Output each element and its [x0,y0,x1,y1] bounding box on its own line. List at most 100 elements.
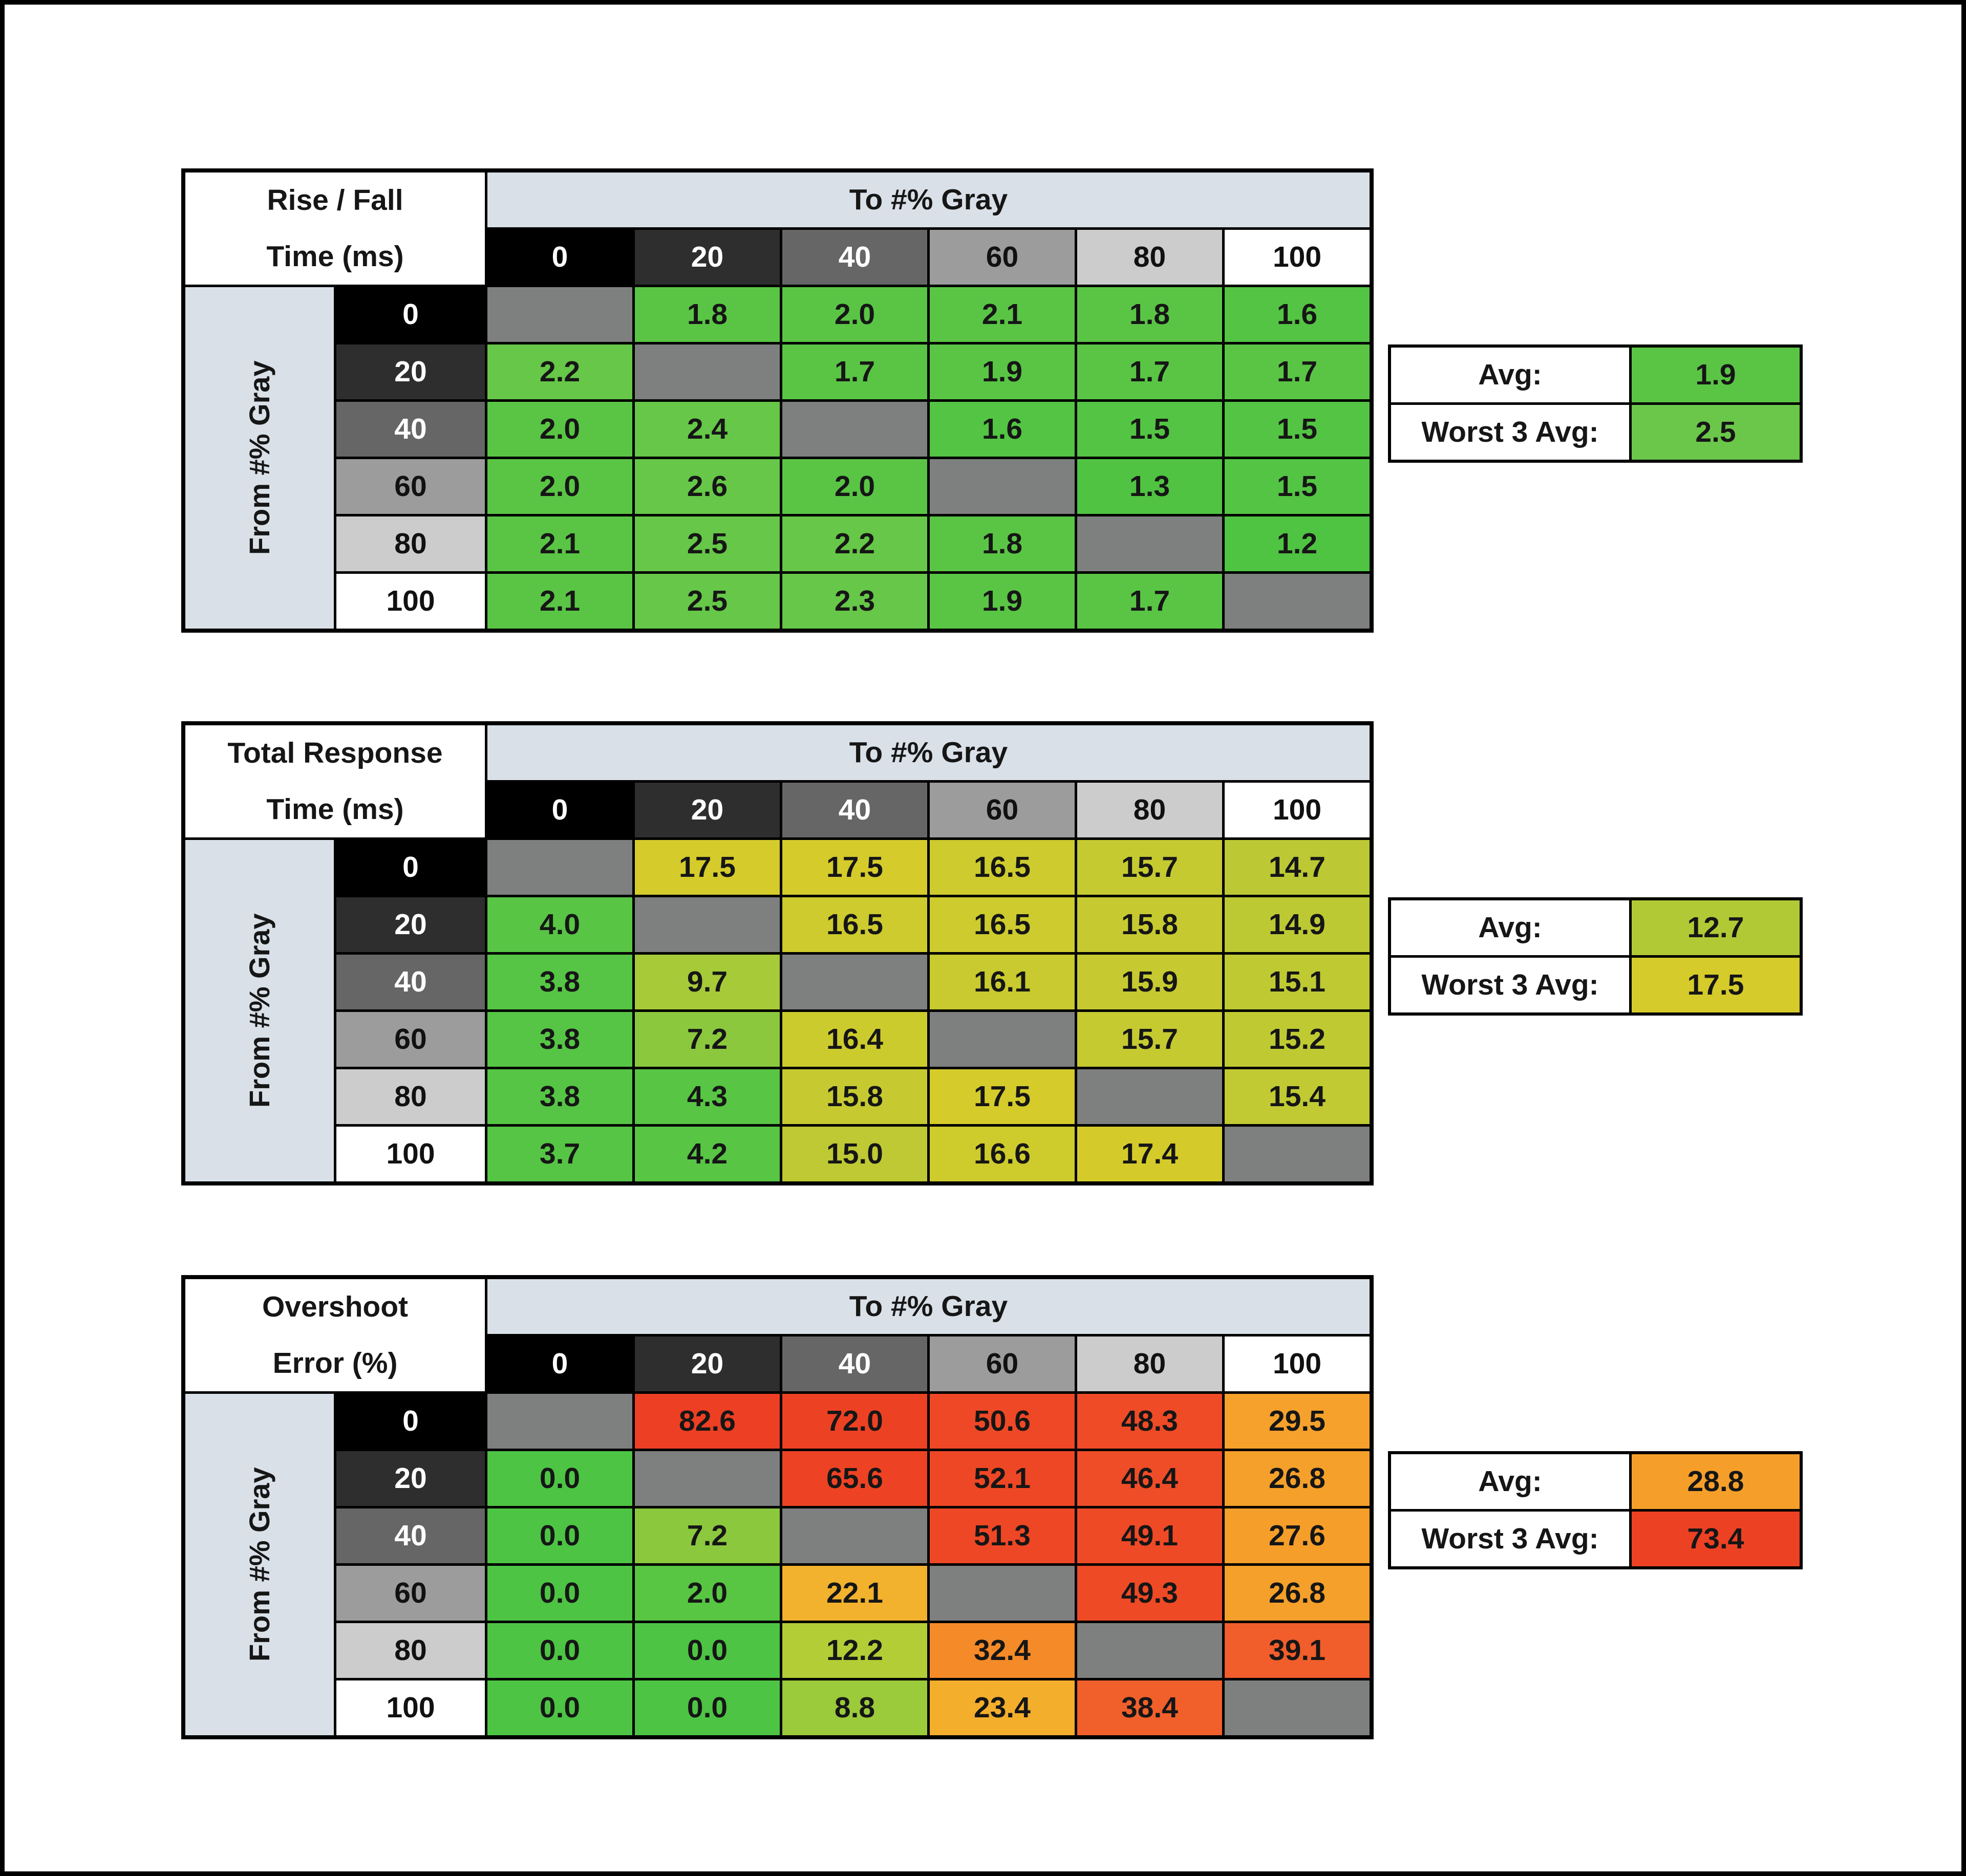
diagonal-cell [782,955,927,1009]
diagonal-cell [1077,1069,1222,1124]
heatmap-cell: 2.6 [635,459,780,514]
avg-value: 1.9 [1632,348,1800,402]
heatmap-cell: 2.3 [782,574,927,629]
heatmap-cell: 1.6 [1225,287,1370,342]
heatmap-cell: 3.8 [487,1012,632,1067]
diagonal-cell [487,1394,632,1449]
heatmap-cell: 27.6 [1225,1508,1370,1563]
heatmap-cell: 2.1 [930,287,1075,342]
heatmap-cell: 0.0 [635,1623,780,1678]
heatmap-cell: 32.4 [930,1623,1075,1678]
row-header-40: 40 [336,955,485,1009]
heatmap-cell: 9.7 [635,955,780,1009]
table-title-line1: Rise / Fall [267,184,403,217]
heatmap-cell: 2.1 [487,516,632,571]
row-header-60: 60 [336,1566,485,1621]
heatmap-cell: 12.2 [782,1623,927,1678]
heatmap-cell: 1.2 [1225,516,1370,571]
diagonal-cell [635,897,780,952]
col-header-80: 80 [1077,1336,1222,1391]
heatmap-grid: Overshoot Error (%) To #% Gray 0 20 40 60 80 100… [181,1275,1374,1739]
row-header-80: 80 [336,516,485,571]
heatmap-cell: 1.8 [930,516,1075,571]
heatmap-cell: 1.6 [930,402,1075,457]
heatmap-cell: 0.0 [487,1451,632,1506]
heatmap-cell: 16.4 [782,1012,927,1067]
heatmap-cell: 65.6 [782,1451,927,1506]
heatmap-grid: Total Response Time (ms) To #% Gray 0 20 40 60… [181,721,1374,1185]
diagonal-cell [930,1012,1075,1067]
heatmap-cell: 14.9 [1225,897,1370,952]
avg-label: Avg: [1391,348,1629,402]
col-header-40: 40 [782,1336,927,1391]
heatmap-cell: 52.1 [930,1451,1075,1506]
diagonal-cell [487,287,632,342]
heatmap-cell: 2.1 [487,574,632,629]
heatmap-cell: 15.7 [1077,840,1222,895]
heatmap-cell: 17.5 [635,840,780,895]
worst3-avg-value: 2.5 [1632,405,1800,460]
row-header-100: 100 [336,574,485,629]
row-header-20: 20 [336,897,485,952]
heatmap-cell: 1.7 [782,344,927,399]
heatmap-cell: 23.4 [930,1680,1075,1735]
diagonal-cell [930,1566,1075,1621]
diagonal-cell [1077,516,1222,571]
heatmap-cell: 48.3 [1077,1394,1222,1449]
heatmap-cell: 16.5 [782,897,927,952]
col-header-0: 0 [487,783,632,837]
heatmap-cell: 15.7 [1077,1012,1222,1067]
heatmap-cell: 0.0 [487,1680,632,1735]
heatmap-cell: 0.0 [487,1566,632,1621]
worst3-avg-label: Worst 3 Avg: [1391,958,1629,1012]
col-header-100: 100 [1225,1336,1370,1391]
heatmap-cell: 15.9 [1077,955,1222,1009]
diagonal-cell [635,1451,780,1506]
row-header-20: 20 [336,344,485,399]
heatmap-grid: Rise / Fall Time (ms) To #% Gray 0 20 40 60 80 1… [181,168,1374,633]
heatmap-cell: 17.4 [1077,1127,1222,1181]
row-header-0: 0 [336,840,485,895]
avg-value: 28.8 [1632,1454,1800,1509]
heatmap-cell: 4.0 [487,897,632,952]
heatmap-cell: 2.5 [635,574,780,629]
col-header-20: 20 [635,1336,780,1391]
from-axis-label: From #% Gray [185,287,334,629]
heatmap-cell: 0.0 [487,1508,632,1563]
table-title: Rise / Fall Time (ms) [185,172,485,285]
heatmap-cell: 2.0 [487,459,632,514]
to-axis-label: To #% Gray [487,725,1370,780]
diagonal-cell [930,459,1075,514]
row-header-0: 0 [336,287,485,342]
heatmap-cell: 1.7 [1077,574,1222,629]
diagonal-cell [1225,1680,1370,1735]
heatmap-cell: 7.2 [635,1508,780,1563]
heatmap-cell: 15.4 [1225,1069,1370,1124]
heatmap-cell: 26.8 [1225,1451,1370,1506]
summary-block: Avg: 12.7 Worst 3 Avg: 17.5 [1388,897,1803,1016]
row-header-60: 60 [336,1012,485,1067]
heatmap-cell: 39.1 [1225,1623,1370,1678]
heatmap-cell: 16.5 [930,840,1075,895]
heatmap-cell: 46.4 [1077,1451,1222,1506]
col-header-40: 40 [782,783,927,837]
table-title-line2: Time (ms) [266,792,404,826]
heatmap-cell: 8.8 [782,1680,927,1735]
col-header-0: 0 [487,230,632,285]
heatmap-cell: 7.2 [635,1012,780,1067]
col-header-0: 0 [487,1336,632,1391]
heatmap-cell: 72.0 [782,1394,927,1449]
col-header-100: 100 [1225,783,1370,837]
row-header-100: 100 [336,1680,485,1735]
table-title-line2: Error (%) [272,1346,398,1379]
row-header-20: 20 [336,1451,485,1506]
worst3-avg-value: 73.4 [1632,1512,1800,1566]
heatmap-cell: 2.2 [782,516,927,571]
heatmap-table-1: Total Response Time (ms) To #% Gray 0 20 40 60… [181,721,1803,1185]
heatmap-cell: 38.4 [1077,1680,1222,1735]
heatmap-cell: 1.9 [930,574,1075,629]
heatmap-cell: 2.2 [487,344,632,399]
col-header-80: 80 [1077,230,1222,285]
summary-block: Avg: 1.9 Worst 3 Avg: 2.5 [1388,344,1803,463]
